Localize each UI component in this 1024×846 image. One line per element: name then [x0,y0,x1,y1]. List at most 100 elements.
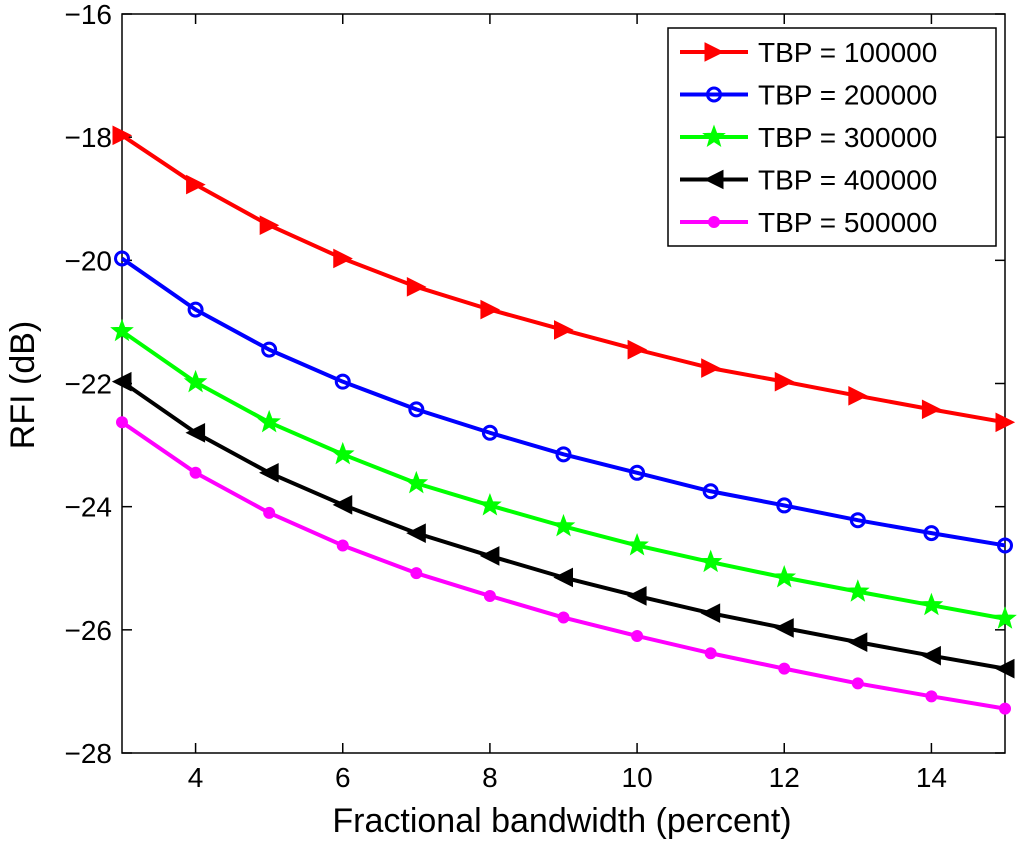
data-point [483,589,496,602]
series-line [120,256,1006,548]
data-point [625,533,649,556]
data-point [332,495,353,515]
x-tick-label: 14 [916,762,947,793]
legend-label: TBP = 400000 [758,165,937,196]
data-point [919,592,944,616]
data-point [627,339,648,360]
data-point [772,565,797,588]
legend-item: TBP = 100000 [680,37,937,68]
x-tick-label: 4 [188,762,204,793]
data-point [557,611,570,624]
data-point [553,567,573,588]
legend-marker [706,86,722,103]
data-point [555,446,572,463]
legend-item: TBP = 200000 [680,80,937,111]
legend-marker [702,124,726,148]
data-point [189,466,202,479]
data-point [116,416,128,429]
data-point [999,702,1011,715]
y-tick-label: −18 [65,122,113,153]
data-point [110,318,134,342]
y-tick-label: −26 [65,615,113,646]
data-point [185,422,206,443]
data-point [925,690,938,703]
legend-marker [708,216,720,228]
data-point [406,277,427,297]
legend-marker [704,42,725,62]
data-point [257,409,281,433]
legend-item: TBP = 300000 [680,122,937,153]
y-axis-label: RFI (dB) [4,321,42,449]
y-tick-label: −16 [65,0,113,30]
data-point [478,493,502,516]
y-tick-label: −24 [65,492,113,523]
series-5 [116,416,1011,715]
data-point [848,386,868,406]
legend-label: TBP = 500000 [758,207,937,238]
data-point [778,662,791,675]
data-point [776,497,793,514]
x-tick-label: 8 [482,762,498,793]
data-point [330,441,355,465]
data-point [479,546,500,566]
legend-marker [703,169,724,190]
series-1 [112,125,1016,433]
data-point [259,462,279,483]
legend-label: TBP = 300000 [758,122,937,153]
data-point [112,125,133,146]
data-point [406,523,426,543]
data-point [336,539,349,552]
data-point [187,301,204,318]
legend-label: TBP = 100000 [758,37,937,68]
data-point [994,658,1015,679]
data-point [554,320,574,340]
data-point [851,677,864,690]
data-point [702,483,719,500]
data-point [846,579,870,602]
y-tick-label: −28 [65,738,113,769]
data-point [263,506,276,519]
data-point [847,632,868,652]
data-point [921,399,942,420]
x-tick-label: 12 [769,762,800,793]
data-point [629,464,646,481]
data-point [923,525,940,542]
data-point [921,645,941,666]
data-point [333,248,353,269]
data-point [183,369,208,393]
data-point [704,647,717,660]
data-point [114,250,130,267]
data-point [774,371,795,392]
data-point [849,512,866,529]
data-point [700,603,721,624]
data-point [701,358,721,378]
data-point [774,618,794,638]
series-4 [111,371,1015,679]
data-point [551,513,576,537]
data-point [626,586,647,606]
data-point [408,401,425,418]
y-tick-label: −20 [65,245,113,276]
legend-item: TBP = 500000 [680,207,937,238]
legend-item: TBP = 400000 [680,165,937,196]
data-point [480,299,501,320]
data-point [698,549,723,573]
x-tick-label: 6 [335,762,351,793]
data-point [404,470,429,494]
series-3 [110,318,1017,629]
data-point [259,215,280,236]
data-point [334,373,351,390]
series-2 [114,250,1013,554]
x-axis-label: Fractional bandwidth (percent) [332,802,791,840]
data-point [997,537,1013,554]
data-point [995,412,1016,433]
legend-label: TBP = 200000 [758,80,937,111]
y-tick-label: −22 [65,369,113,400]
data-point [993,606,1017,629]
x-tick-label: 10 [622,762,653,793]
data-point [111,371,132,392]
data-point [186,174,206,195]
data-point [261,341,278,358]
data-point [410,567,423,580]
